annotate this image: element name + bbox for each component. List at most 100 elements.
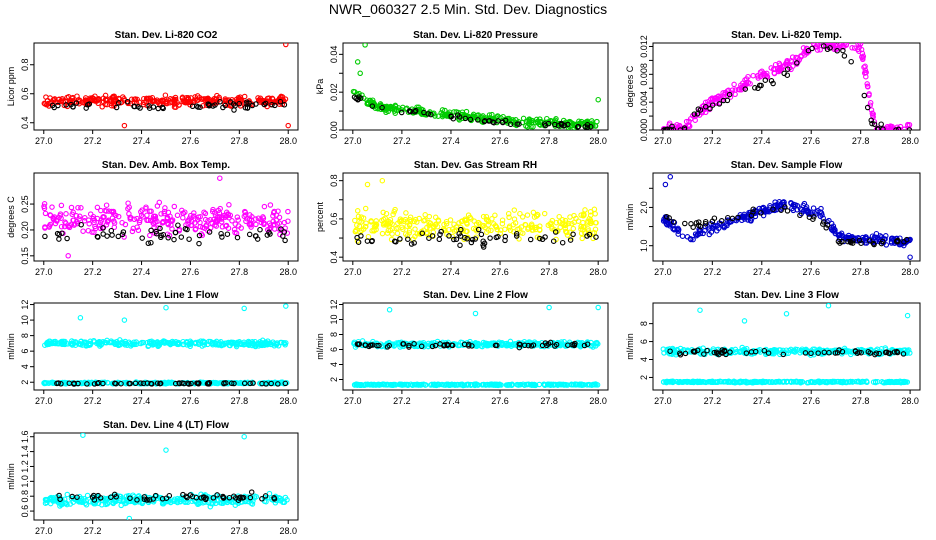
point-selected [696, 219, 702, 225]
point-selected [865, 349, 872, 355]
point-all-lower [560, 381, 567, 388]
point-all [381, 220, 387, 227]
point-all [690, 236, 696, 243]
y-tick-label: 12 [20, 300, 30, 310]
point-all-upper [734, 348, 740, 355]
point-selected [210, 495, 217, 501]
point-selected [55, 380, 62, 386]
plot-frame [33, 42, 299, 131]
x-tick-label: 27.2 [704, 267, 722, 277]
point-all [801, 50, 807, 56]
panel-title: Stan. Dev. Line 4 (LT) Flow [103, 420, 229, 431]
point-selected [277, 98, 284, 105]
point-outlier [121, 122, 128, 129]
point-all [517, 210, 523, 217]
point-all [182, 499, 188, 505]
point-all [162, 205, 168, 211]
point-selected [441, 343, 447, 349]
point-selected [742, 86, 749, 92]
point-outlier [364, 181, 371, 188]
point-all [171, 97, 177, 104]
panel-title: Stan. Dev. Li-820 CO2 [115, 30, 218, 41]
point-all [534, 118, 541, 125]
point-all-lower [578, 381, 585, 388]
x-tick-label: 27.6 [491, 267, 509, 277]
point-all [500, 113, 506, 120]
point-selected [581, 342, 588, 349]
point-all [507, 227, 514, 234]
point-selected [193, 103, 200, 109]
point-selected [139, 235, 145, 241]
point-all [284, 230, 291, 236]
point-all [579, 235, 585, 242]
point-all [244, 215, 250, 222]
point-all [729, 87, 736, 93]
point-all-lower [776, 378, 782, 385]
point-selected [704, 347, 710, 354]
y-axis-label: kPa [315, 79, 325, 95]
point-all [416, 215, 422, 222]
point-all [818, 205, 824, 212]
point-all [42, 224, 48, 230]
point-all [261, 203, 268, 210]
point-selected [527, 236, 534, 243]
point-all-upper [44, 339, 51, 346]
point-all-lower [442, 382, 449, 388]
point-all [817, 47, 823, 53]
point-selected [770, 80, 776, 87]
point-all [97, 219, 104, 226]
point-all-upper [152, 340, 158, 347]
point-all [58, 223, 65, 230]
point-selected [667, 348, 673, 354]
point-all-lower [586, 381, 592, 388]
point-all [382, 215, 388, 222]
point-all [537, 223, 543, 229]
point-selected [186, 236, 192, 242]
point-all-lower [355, 381, 361, 388]
point-all [371, 228, 377, 234]
plot-frame [33, 432, 299, 521]
panel-3: Stan. Dev. Li-820 Temp.27.0 27.2 27.4 27.6 2… [625, 30, 921, 146]
point-all [211, 216, 217, 223]
point-selected [73, 100, 80, 106]
point-selected [219, 234, 225, 240]
point-all [439, 112, 446, 118]
point-selected [514, 121, 521, 127]
point-all-lower [721, 379, 727, 385]
point-selected [108, 494, 114, 500]
point-all-lower [689, 379, 695, 385]
x-tick-label: 27.4 [442, 267, 460, 277]
point-selected [727, 349, 733, 355]
point-all-upper [786, 347, 792, 354]
point-selected [267, 231, 273, 237]
point-all [888, 124, 894, 130]
point-selected [166, 492, 173, 499]
point-all-upper [233, 340, 240, 347]
point-selected [379, 104, 385, 111]
point-selected [113, 104, 120, 111]
point-all-lower [542, 382, 548, 389]
point-all [492, 212, 498, 219]
point-selected [412, 108, 418, 115]
point-outlier [357, 70, 363, 77]
point-all [152, 213, 159, 220]
point-all [502, 226, 508, 233]
point-selected [206, 102, 212, 108]
point-all [424, 230, 431, 236]
point-all-lower [901, 379, 908, 386]
point-selected [413, 107, 419, 114]
point-selected [702, 220, 709, 227]
point-all-upper [77, 341, 83, 347]
point-all-upper [259, 337, 266, 344]
point-selected [462, 234, 468, 241]
point-all-lower [855, 379, 861, 385]
point-selected [137, 105, 143, 111]
point-selected [406, 342, 412, 349]
x-tick-label: 27.6 [802, 136, 820, 146]
point-all [72, 221, 78, 227]
point-selected [808, 350, 814, 357]
y-axis-label: Licor ppm [6, 67, 16, 107]
point-all [149, 94, 156, 101]
y-tick-label: 0.8 [20, 58, 30, 71]
point-all [143, 95, 150, 102]
